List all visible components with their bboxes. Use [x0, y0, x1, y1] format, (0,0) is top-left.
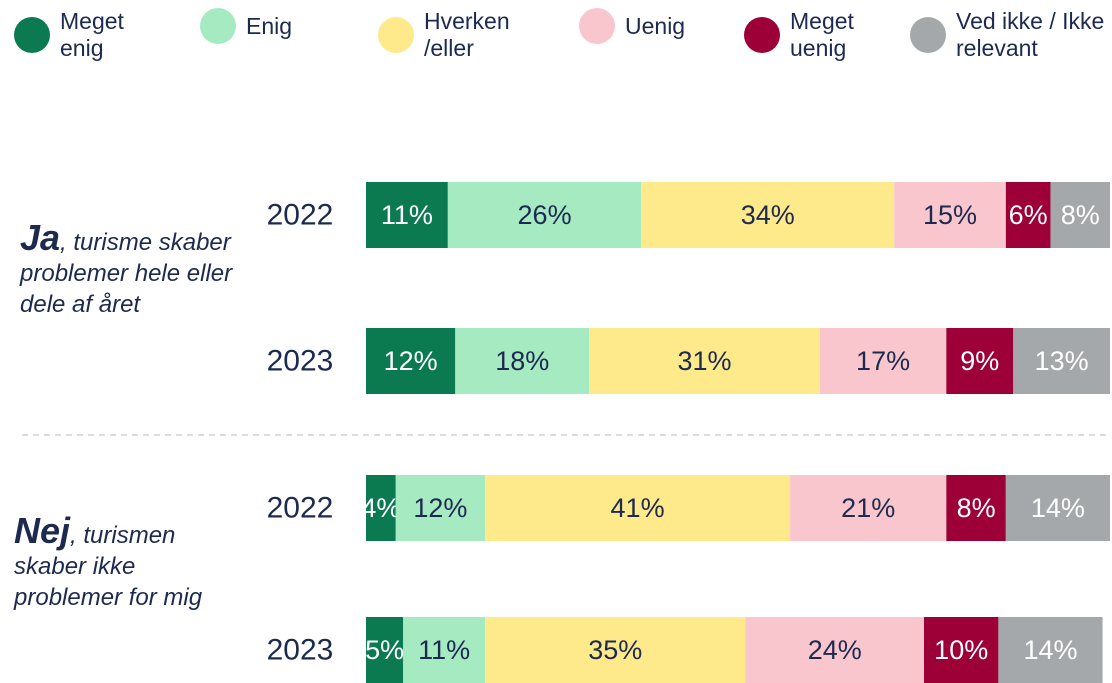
value-label: 6%	[1009, 200, 1048, 230]
bar-segment	[366, 617, 404, 683]
value-label: 24%	[808, 635, 862, 665]
value-label: 15%	[923, 200, 977, 230]
legend-swatch	[910, 17, 946, 53]
legend-swatch	[200, 8, 236, 44]
legend-item: Enig	[200, 8, 326, 44]
bar-segment	[485, 475, 791, 541]
legend-item: Meget enig	[14, 8, 150, 62]
bar-segment	[641, 182, 895, 248]
bar-segment	[1005, 182, 1051, 248]
value-label: 35%	[588, 635, 642, 665]
bar-segment	[745, 617, 924, 683]
value-label: 9%	[960, 346, 999, 376]
bar-segment	[447, 182, 642, 248]
bar-segment	[894, 182, 1006, 248]
group-label-lead: Nej	[14, 510, 71, 551]
y-tick-label: 2022	[267, 492, 334, 525]
legend-label: Uenig	[625, 12, 686, 39]
value-label: 12%	[413, 493, 467, 523]
value-label: 26%	[518, 200, 572, 230]
value-label: 18%	[495, 346, 549, 376]
bar-segment	[946, 475, 1006, 541]
legend-label: Enig	[246, 12, 293, 39]
legend-label: Meget enig	[60, 8, 124, 61]
value-label: 34%	[741, 200, 795, 230]
value-label: 8%	[957, 493, 996, 523]
legend-swatch	[14, 17, 50, 53]
group-label: Ja, turisme skaber problemer hele eller …	[20, 220, 245, 320]
bar-segment	[589, 328, 820, 394]
value-label: 8%	[1061, 200, 1100, 230]
value-label: 41%	[611, 493, 665, 523]
value-label: 11%	[381, 200, 433, 230]
bar-segment	[403, 617, 486, 683]
value-label: 17%	[856, 346, 910, 376]
bar-segment	[395, 475, 486, 541]
legend-label: Ved ikke / Ikke relevant	[956, 8, 1105, 61]
legend-swatch	[579, 8, 615, 44]
group-label-text: , turisme skaber problemer hele eller de…	[20, 229, 233, 318]
value-label: 21%	[841, 493, 895, 523]
bar-segment	[1005, 475, 1110, 541]
value-label: 5%	[365, 635, 404, 665]
legend-label: Hverken /eller	[424, 8, 510, 61]
value-label: 14%	[1031, 493, 1085, 523]
bar-segment	[366, 328, 456, 394]
legend-item: Meget uenig	[744, 8, 880, 62]
legend-swatch	[744, 17, 780, 53]
value-label: 14%	[1023, 635, 1077, 665]
value-label: 4%	[361, 493, 400, 523]
legend-item: Ved ikke / Ikke relevant	[910, 8, 1112, 62]
legend-label: Meget uenig	[790, 8, 854, 61]
legend-item: Uenig	[579, 8, 715, 44]
group-label: Nej, turismen skaber ikke problemer for …	[14, 513, 219, 613]
y-tick-label: 2022	[267, 199, 334, 232]
value-label: 31%	[677, 346, 731, 376]
bar-segment	[924, 617, 999, 683]
group-label-lead: Ja	[20, 217, 61, 258]
value-label: 13%	[1035, 346, 1089, 376]
legend-item: Hverken /eller	[378, 8, 539, 62]
bar-segment	[1013, 328, 1110, 394]
bar-segment	[946, 328, 1014, 394]
legend-swatch	[378, 17, 414, 53]
bar-segment	[485, 617, 746, 683]
bar-segment	[790, 475, 947, 541]
value-label: 12%	[384, 346, 438, 376]
value-label: 11%	[418, 635, 470, 665]
bar-segment	[455, 328, 590, 394]
value-label: 10%	[934, 635, 988, 665]
y-tick-label: 2023	[267, 345, 334, 378]
bar-segment	[366, 475, 396, 541]
bar-segment	[819, 328, 947, 394]
group-label-text: , turismen skaber ikke problemer for mig	[14, 522, 203, 611]
bar-segment	[366, 182, 448, 248]
bar-segment	[1050, 182, 1110, 248]
y-tick-label: 2023	[267, 634, 334, 667]
bar-segment	[998, 617, 1103, 683]
